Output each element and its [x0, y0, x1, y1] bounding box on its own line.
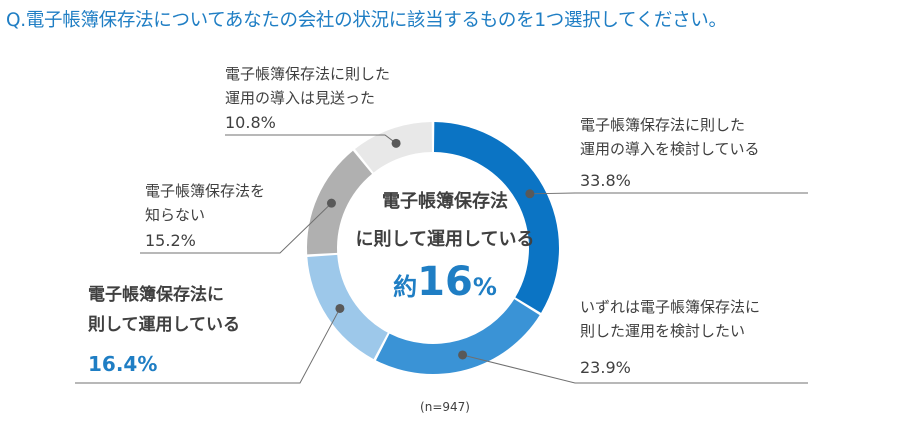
- leader-dot: [335, 303, 345, 313]
- slice-label: 運用の導入は見送った: [225, 89, 375, 107]
- leader-dot: [458, 350, 468, 360]
- slice-value: 10.8%: [225, 113, 276, 132]
- center-prefix: 約: [393, 273, 417, 301]
- donut-slices: [307, 122, 559, 375]
- slice-label: 電子帳簿保存法に則した: [225, 65, 390, 83]
- donut-slice: [307, 254, 388, 360]
- center-line-2: に則して運用している: [356, 229, 535, 250]
- slice-label: 則した運用を検討したい: [580, 322, 745, 340]
- leader-lines: [75, 134, 808, 384]
- slice-value: 16.4%: [88, 352, 157, 376]
- leader-dot: [525, 189, 535, 199]
- leader-line: [140, 202, 332, 254]
- slice-value: 33.8%: [580, 171, 631, 190]
- slice-value: 15.2%: [145, 231, 196, 250]
- donut-slice: [355, 122, 432, 173]
- slice-label: 則して運用している: [88, 315, 240, 335]
- slice-labels: 電子帳簿保存法に則した運用の導入を検討している33.8%いずれは電子帳簿保存法に…: [88, 65, 760, 377]
- center-figure: 約16%: [393, 259, 497, 305]
- center-annotation: 電子帳簿保存法 に則して運用している 約16%: [356, 190, 535, 305]
- leader-line: [462, 354, 808, 384]
- leader-dot: [326, 198, 336, 208]
- leader-line: [225, 134, 397, 144]
- center-line-1: 電子帳簿保存法: [382, 190, 508, 212]
- slice-label: いずれは電子帳簿保存法に: [580, 298, 760, 316]
- donut-slice: [434, 122, 559, 313]
- slice-label: 電子帳簿保存法に則した: [580, 116, 745, 134]
- slice-label: 電子帳簿保存法を: [145, 182, 265, 200]
- center-suffix: %: [473, 273, 497, 301]
- slice-value: 23.9%: [580, 358, 631, 377]
- slice-label: 運用の導入を検討している: [580, 140, 760, 158]
- leader-line: [529, 192, 808, 195]
- donut-slice: [307, 150, 373, 255]
- leader-line: [75, 308, 341, 384]
- center-value: 16: [417, 259, 473, 305]
- donut-slice: [375, 299, 540, 375]
- sample-size-note: (n=947): [420, 400, 470, 414]
- slice-label: 知らない: [145, 206, 205, 224]
- slice-label: 電子帳簿保存法に: [88, 284, 224, 305]
- question-title: Q.電子帳簿保存法についてあなたの会社の状況に該当するものを1つ選択してください…: [6, 10, 727, 31]
- leader-dot: [391, 138, 401, 148]
